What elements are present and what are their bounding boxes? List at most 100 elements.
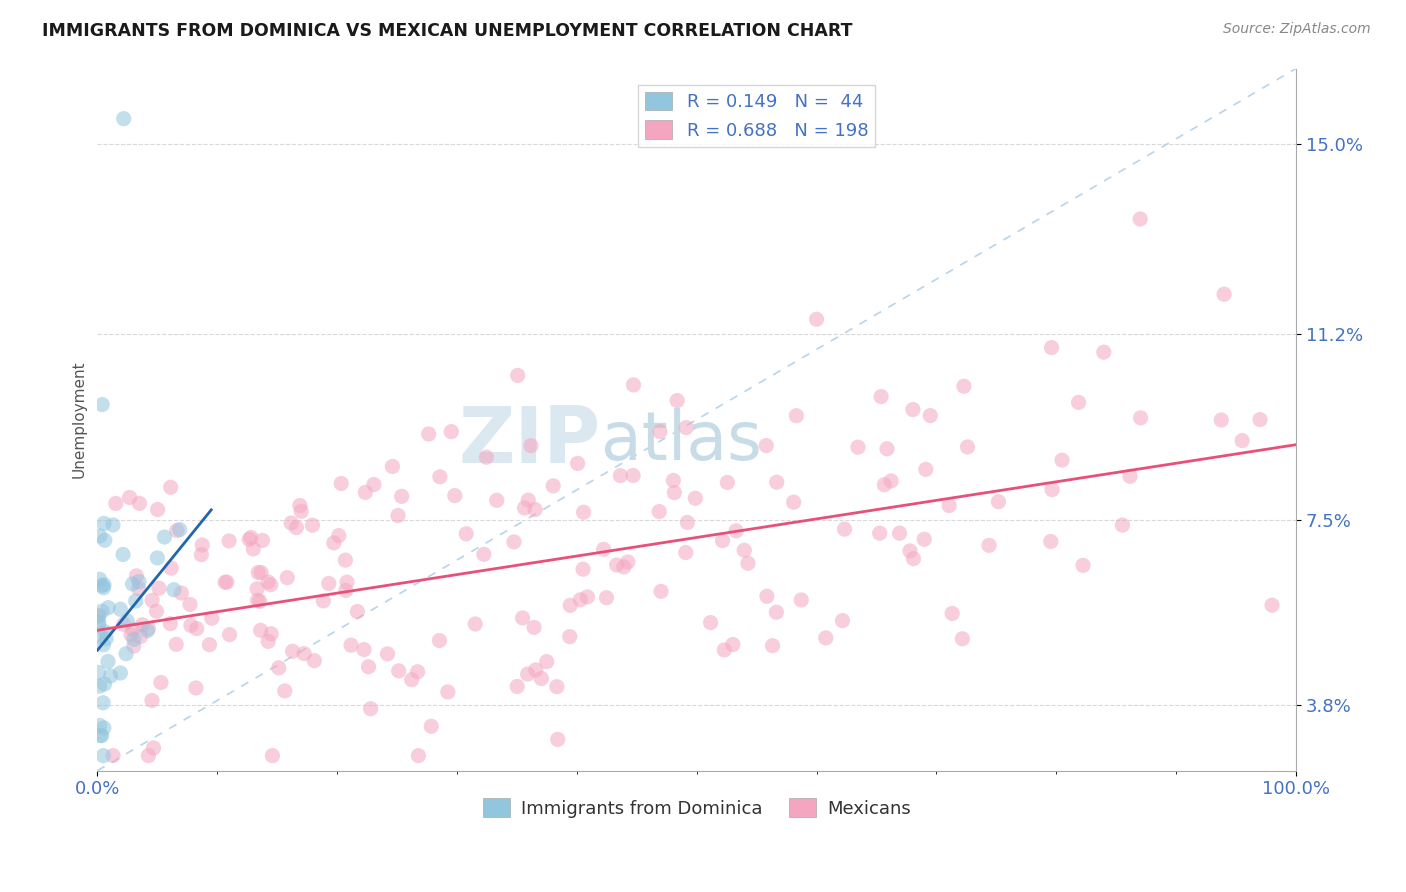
Point bbox=[880, 474, 903, 488]
Point bbox=[664, 485, 686, 500]
Point bbox=[198, 638, 221, 652]
Point bbox=[650, 584, 672, 599]
Text: Source: ZipAtlas.com: Source: ZipAtlas.com bbox=[1223, 22, 1371, 37]
Point bbox=[1119, 469, 1142, 483]
Point bbox=[89, 729, 111, 743]
Point bbox=[214, 575, 236, 590]
Point bbox=[387, 508, 409, 523]
Point bbox=[617, 555, 640, 569]
Point bbox=[512, 611, 534, 625]
Point bbox=[1211, 413, 1233, 427]
Point bbox=[186, 622, 208, 636]
Point bbox=[262, 748, 284, 763]
Point bbox=[761, 639, 783, 653]
Point bbox=[274, 684, 297, 698]
Point bbox=[914, 462, 936, 476]
Point bbox=[159, 616, 181, 631]
Point bbox=[112, 617, 135, 632]
Point bbox=[755, 589, 778, 603]
Point bbox=[111, 548, 134, 562]
Point bbox=[165, 637, 187, 651]
Point bbox=[89, 679, 111, 693]
Point bbox=[938, 499, 960, 513]
Point bbox=[110, 602, 132, 616]
Point bbox=[125, 569, 148, 583]
Point bbox=[94, 533, 117, 548]
Point bbox=[592, 542, 614, 557]
Point bbox=[87, 609, 110, 624]
Point bbox=[869, 526, 891, 541]
Point bbox=[814, 631, 837, 645]
Point bbox=[110, 665, 132, 680]
Point bbox=[141, 593, 163, 607]
Point bbox=[418, 427, 440, 442]
Point bbox=[737, 556, 759, 570]
Point bbox=[912, 533, 935, 547]
Point bbox=[456, 526, 478, 541]
Point bbox=[89, 573, 111, 587]
Point bbox=[977, 538, 1000, 552]
Point bbox=[806, 312, 828, 326]
Point bbox=[1129, 211, 1152, 226]
Text: IMMIGRANTS FROM DOMINICA VS MEXICAN UNEMPLOYMENT CORRELATION CHART: IMMIGRANTS FROM DOMINICA VS MEXICAN UNEM… bbox=[42, 22, 852, 40]
Point bbox=[716, 475, 738, 490]
Point bbox=[676, 516, 699, 530]
Point bbox=[260, 577, 283, 591]
Point bbox=[170, 586, 193, 600]
Point bbox=[889, 526, 911, 541]
Point bbox=[401, 673, 423, 687]
Text: ZIP: ZIP bbox=[458, 402, 600, 479]
Point bbox=[90, 578, 112, 592]
Point bbox=[536, 655, 558, 669]
Point bbox=[420, 719, 443, 733]
Point bbox=[443, 489, 465, 503]
Point bbox=[901, 402, 924, 417]
Point bbox=[623, 378, 645, 392]
Point bbox=[128, 574, 150, 589]
Point bbox=[101, 748, 124, 763]
Point bbox=[1039, 534, 1062, 549]
Point bbox=[429, 470, 451, 484]
Point bbox=[785, 409, 807, 423]
Point bbox=[138, 622, 160, 636]
Point bbox=[675, 420, 697, 434]
Point bbox=[160, 561, 183, 575]
Point bbox=[541, 479, 564, 493]
Point bbox=[876, 442, 898, 456]
Point bbox=[121, 577, 143, 591]
Point bbox=[472, 548, 495, 562]
Point bbox=[547, 732, 569, 747]
Point bbox=[576, 590, 599, 604]
Point bbox=[870, 390, 893, 404]
Point bbox=[675, 545, 697, 559]
Point bbox=[93, 677, 115, 691]
Point bbox=[218, 533, 240, 548]
Point bbox=[215, 575, 238, 590]
Point bbox=[898, 544, 921, 558]
Point bbox=[276, 571, 298, 585]
Point bbox=[613, 560, 636, 574]
Point bbox=[201, 611, 224, 625]
Point bbox=[93, 638, 115, 652]
Point bbox=[252, 533, 274, 548]
Point bbox=[117, 614, 139, 628]
Point bbox=[725, 524, 748, 538]
Point bbox=[523, 620, 546, 634]
Point bbox=[97, 655, 120, 669]
Point bbox=[648, 505, 671, 519]
Point bbox=[560, 599, 582, 613]
Point bbox=[513, 500, 536, 515]
Point bbox=[782, 495, 804, 509]
Point bbox=[242, 541, 264, 556]
Point bbox=[285, 520, 308, 534]
Point bbox=[122, 639, 145, 653]
Point bbox=[1230, 434, 1253, 448]
Point bbox=[755, 439, 778, 453]
Point bbox=[90, 729, 112, 743]
Point bbox=[328, 528, 350, 542]
Point bbox=[281, 644, 304, 658]
Point bbox=[336, 575, 359, 590]
Point bbox=[257, 634, 280, 648]
Point bbox=[87, 608, 110, 623]
Point bbox=[91, 604, 114, 618]
